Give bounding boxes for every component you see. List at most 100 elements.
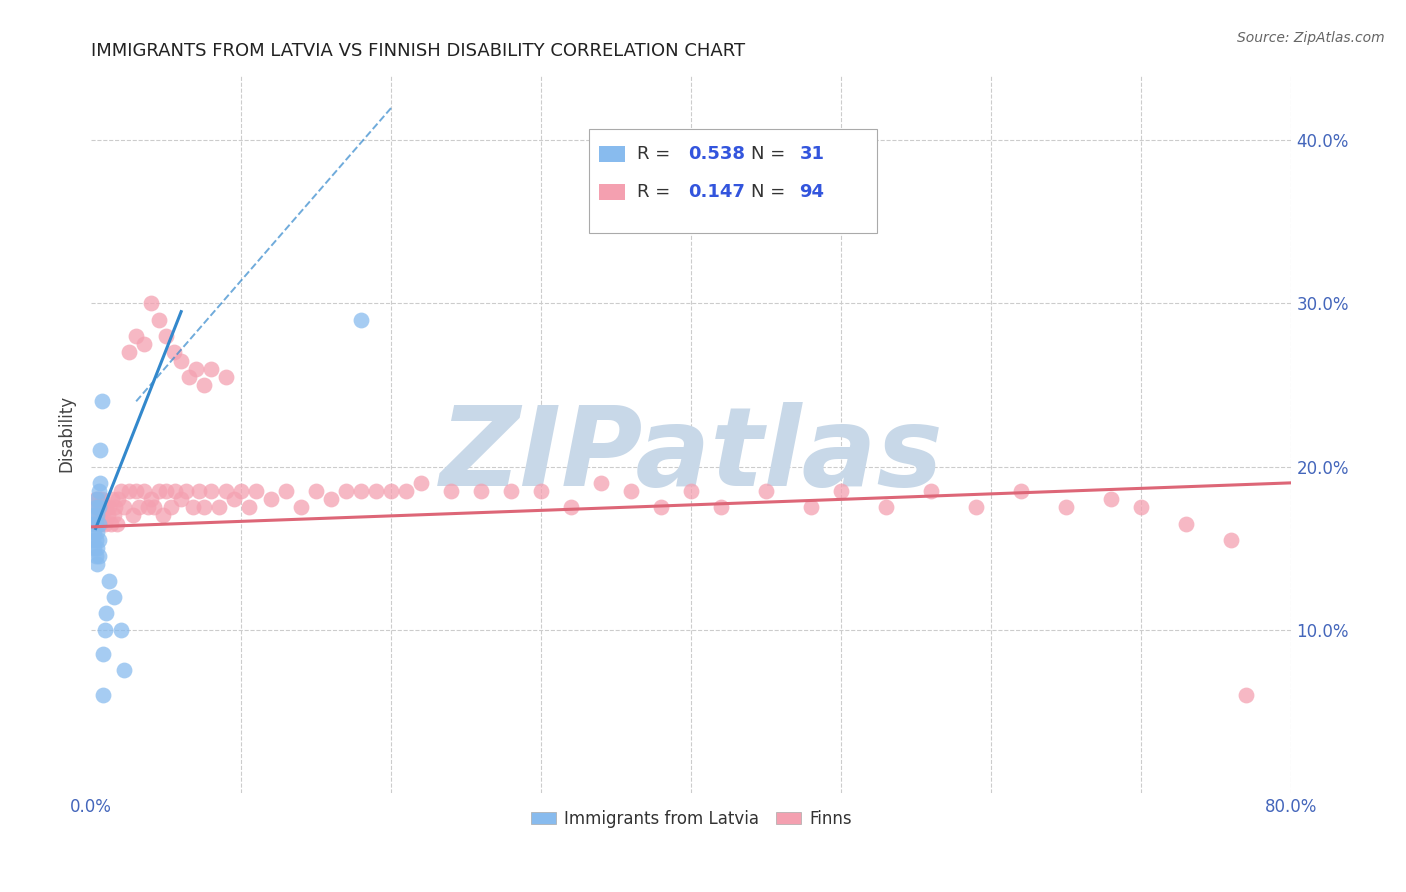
Point <box>105 516 128 531</box>
Point <box>89 443 111 458</box>
Point <box>125 329 148 343</box>
Point <box>159 500 181 515</box>
Point <box>755 483 778 498</box>
Text: N =: N = <box>751 145 792 163</box>
Point <box>620 483 643 498</box>
Point <box>93 516 115 531</box>
Text: IMMIGRANTS FROM LATVIA VS FINNISH DISABILITY CORRELATION CHART: IMMIGRANTS FROM LATVIA VS FINNISH DISABI… <box>91 42 745 60</box>
Point <box>132 483 155 498</box>
Point <box>87 533 110 547</box>
Point <box>1236 688 1258 702</box>
Point <box>90 492 112 507</box>
Point <box>366 483 388 498</box>
Point <box>90 508 112 523</box>
Point <box>800 500 823 515</box>
Point <box>91 500 114 515</box>
Point <box>100 516 122 531</box>
Point <box>86 492 108 507</box>
Point <box>141 296 163 310</box>
Point <box>82 516 104 531</box>
Point <box>245 483 267 498</box>
Point <box>122 508 145 523</box>
Text: R =: R = <box>637 183 676 202</box>
Point <box>163 345 186 359</box>
Point <box>103 508 125 523</box>
Point <box>193 378 215 392</box>
Point <box>104 500 127 515</box>
Point <box>110 623 132 637</box>
Point <box>174 483 197 498</box>
Point <box>193 500 215 515</box>
Point <box>200 483 222 498</box>
Point <box>86 500 108 515</box>
Point <box>93 623 115 637</box>
Text: 94: 94 <box>800 183 824 202</box>
Point <box>96 500 118 515</box>
Point <box>650 500 672 515</box>
Point <box>530 483 553 498</box>
Text: R =: R = <box>637 145 676 163</box>
Point <box>238 500 260 515</box>
Text: 31: 31 <box>800 145 824 163</box>
Point <box>1175 516 1198 531</box>
Point <box>380 483 402 498</box>
Point <box>87 483 110 498</box>
Point <box>84 516 107 531</box>
Point <box>170 353 193 368</box>
Point <box>89 500 111 515</box>
Point <box>152 508 174 523</box>
Point <box>83 541 105 555</box>
Text: ZIPatlas: ZIPatlas <box>440 402 943 509</box>
Point <box>321 492 343 507</box>
Point <box>1054 500 1077 515</box>
Point <box>560 500 582 515</box>
Point <box>1130 500 1153 515</box>
Point <box>83 508 105 523</box>
Point <box>155 329 177 343</box>
Point <box>112 664 135 678</box>
Point <box>84 500 107 515</box>
Point <box>96 607 118 621</box>
Point <box>591 475 613 490</box>
Point <box>84 549 107 564</box>
Point <box>103 590 125 604</box>
Point <box>1010 483 1032 498</box>
Point <box>186 361 208 376</box>
Point <box>125 483 148 498</box>
Point <box>101 492 124 507</box>
Point <box>965 500 987 515</box>
Point <box>155 483 177 498</box>
Point <box>87 508 110 523</box>
Point <box>107 492 129 507</box>
Point <box>89 475 111 490</box>
Point <box>501 483 523 498</box>
Point <box>118 345 141 359</box>
Point <box>1220 533 1243 547</box>
Point <box>350 483 373 498</box>
Point <box>87 549 110 564</box>
Point <box>82 533 104 547</box>
Point <box>470 483 492 498</box>
Point <box>260 492 283 507</box>
Point <box>395 483 418 498</box>
Point <box>231 483 253 498</box>
Point <box>86 508 108 523</box>
Point <box>875 500 897 515</box>
Point <box>141 492 163 507</box>
Point <box>1099 492 1122 507</box>
Point <box>84 492 107 507</box>
Point <box>411 475 433 490</box>
Point <box>920 483 942 498</box>
Point <box>200 361 222 376</box>
Point <box>87 492 110 507</box>
Point <box>87 516 110 531</box>
Point <box>86 524 108 539</box>
Point <box>90 394 112 409</box>
Point <box>148 483 170 498</box>
Point <box>177 369 200 384</box>
Text: Source: ZipAtlas.com: Source: ZipAtlas.com <box>1237 31 1385 45</box>
Point <box>215 369 238 384</box>
Point <box>83 524 105 539</box>
Point <box>681 483 703 498</box>
Point <box>335 483 357 498</box>
